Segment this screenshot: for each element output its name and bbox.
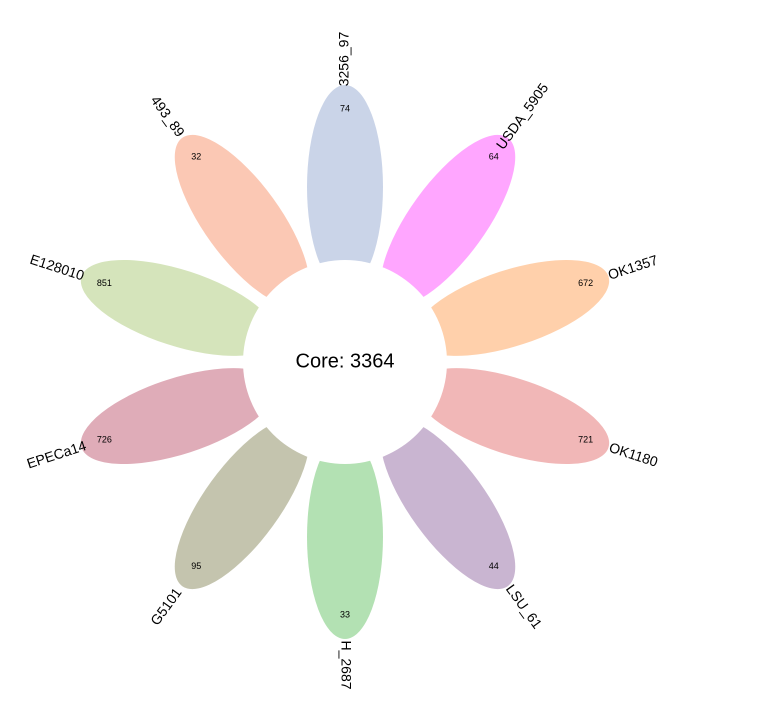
petal-G5101 [174, 418, 310, 590]
petal-count-3256_97: 74 [340, 103, 350, 113]
petal-OK1357 [413, 259, 610, 356]
petal-count-E128010: 851 [97, 278, 112, 288]
petal-count-OK1180: 721 [578, 435, 593, 445]
petal-count-G5101: 95 [191, 561, 201, 571]
petal-layer [80, 85, 610, 639]
petal-label-USDA_5905: USDA_5905 [493, 80, 552, 153]
petal-H_2687 [307, 435, 383, 639]
petal-label-E128010: E128010 [28, 251, 86, 284]
petal-label-G5101: G5101 [147, 584, 185, 628]
core-circle [243, 260, 447, 464]
petal-count-OK1357: 672 [578, 278, 593, 288]
petal-LSU_61 [380, 418, 516, 590]
petal-label-3256_97: 3256_97 [336, 32, 352, 87]
petal-EPECa14 [80, 368, 277, 465]
petal-label-493_89: 493_89 [148, 93, 189, 140]
petal-label-OK1180: OK1180 [607, 439, 660, 470]
petal-3256_97 [307, 85, 383, 289]
petal-count-LSU_61: 44 [489, 561, 499, 571]
petal-label-OK1357: OK1357 [606, 252, 660, 283]
petal-label-EPECa14: EPECa14 [25, 437, 89, 471]
petal-count-493_89: 32 [191, 152, 201, 162]
petal-USDA_5905 [380, 134, 516, 306]
count-layer: 74 64 672 721 44 33 95 726 851 32 [97, 103, 593, 619]
petal-count-H_2687: 33 [340, 609, 350, 619]
petal-count-USDA_5905: 64 [489, 152, 499, 162]
petal-label-LSU_61: LSU_61 [503, 581, 546, 632]
petal-label-H_2687: H_2687 [338, 640, 354, 689]
petal-count-EPECa14: 726 [97, 435, 112, 445]
petal-E128010 [80, 259, 277, 356]
petal-493_89 [174, 134, 310, 306]
petal-OK1180 [413, 368, 610, 465]
core-label: Core: 3364 [296, 350, 395, 372]
